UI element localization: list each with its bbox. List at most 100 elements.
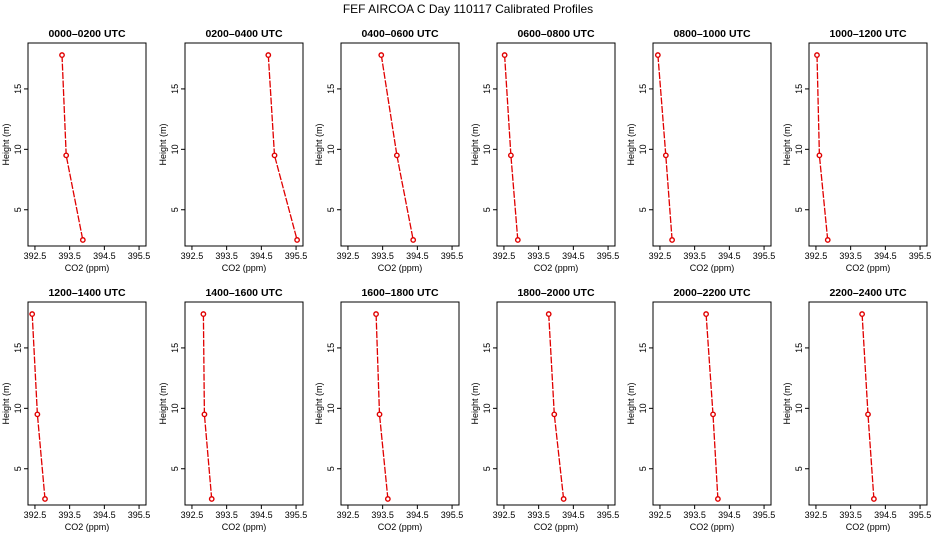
panel-1-panel-title: 0000–0200 UTC bbox=[48, 28, 125, 40]
panel-4-panel-title: 0600–0800 UTC bbox=[517, 28, 594, 40]
panel-6-profile-point bbox=[814, 52, 820, 58]
panel-1-y-tick-label: 5 bbox=[13, 207, 23, 212]
panel-9-x-tick-label: 395.5 bbox=[441, 510, 464, 520]
panel-6-x-tick-label: 392.5 bbox=[805, 251, 828, 261]
panel-5-x-axis-label: CO2 (ppm) bbox=[690, 263, 735, 273]
panel-1-x-axis-label: CO2 (ppm) bbox=[65, 263, 110, 273]
panel-8-y-tick-label: 15 bbox=[170, 343, 180, 353]
panel-2-x-tick-label: 394.5 bbox=[250, 251, 273, 261]
panel-8-y-axis-label: Height (m) bbox=[158, 382, 168, 424]
panel-11-plot-frame bbox=[652, 301, 772, 506]
panel-1-x-tick-label: 393.5 bbox=[58, 251, 81, 261]
panel-1-y-axis-label: Height (m) bbox=[1, 123, 11, 165]
panel-12-plot-frame bbox=[808, 301, 928, 506]
panel-3-profile-point bbox=[378, 52, 385, 58]
panel-1-profile-line bbox=[61, 55, 84, 241]
panel-4-y-tick-label: 5 bbox=[482, 207, 492, 212]
panel-9-profile-point bbox=[384, 496, 391, 502]
panel-4-x-tick-label: 393.5 bbox=[527, 251, 550, 261]
panel-5-y-tick-label: 5 bbox=[638, 207, 648, 212]
panel-12-profile-line bbox=[861, 314, 875, 500]
panel-10-y-tick-label: 15 bbox=[482, 343, 492, 353]
panel-11-y-tick-label: 5 bbox=[638, 466, 648, 471]
panel-2-y-tick-label: 5 bbox=[170, 207, 180, 212]
panel-12-panel-title: 2200–2400 UTC bbox=[829, 287, 906, 299]
panel-7-y-axis-label: Height (m) bbox=[1, 382, 11, 424]
panel-9-profile-line bbox=[375, 314, 389, 500]
panel-11-y-tick-label: 10 bbox=[638, 403, 648, 413]
panel-7-profile-point bbox=[29, 311, 36, 317]
panel-2-profile-point bbox=[294, 237, 300, 243]
panel-5-panel-title: 0800–1000 UTC bbox=[673, 28, 750, 40]
panel-11-panel-title: 2000–2200 UTC bbox=[673, 287, 750, 299]
panel-7-panel-title: 1200–1400 UTC bbox=[48, 287, 125, 299]
panel-8-y-tick-label: 5 bbox=[170, 466, 180, 471]
panel-4-y-tick-label: 10 bbox=[482, 144, 492, 154]
panel-7-x-tick-label: 395.5 bbox=[128, 510, 151, 520]
panel-1-profile-point bbox=[79, 237, 86, 243]
panel-6-x-tick-label: 393.5 bbox=[839, 251, 862, 261]
panel-5-y-tick-label: 15 bbox=[638, 84, 648, 94]
panel-8-profile-line bbox=[202, 314, 213, 500]
panel-2-plot-frame bbox=[184, 42, 304, 247]
panel-12-profile-point bbox=[859, 311, 865, 317]
panel-6-x-tick-label: 395.5 bbox=[909, 251, 932, 261]
panel-5-y-axis-label: Height (m) bbox=[626, 123, 636, 165]
panel-9-x-tick-label: 393.5 bbox=[371, 510, 394, 520]
panel-1-x-tick-label: 394.5 bbox=[93, 251, 116, 261]
panel-1-profile-point bbox=[59, 52, 65, 58]
panel-5-x-tick-label: 393.5 bbox=[683, 251, 706, 261]
panel-5-x-tick-label: 394.5 bbox=[718, 251, 741, 261]
panel-11-profile-line bbox=[705, 314, 719, 500]
panel-4-profile-line bbox=[503, 55, 519, 241]
panel-10-y-axis-label: Height (m) bbox=[470, 382, 480, 424]
panel-8-x-tick-label: 394.5 bbox=[250, 510, 273, 520]
panel-3-x-tick-label: 394.5 bbox=[406, 251, 429, 261]
panel-4-x-tick-label: 395.5 bbox=[597, 251, 620, 261]
panel-7-x-axis-label: CO2 (ppm) bbox=[65, 522, 110, 532]
panel-12-profile-point bbox=[871, 496, 877, 502]
panel-12-y-tick-label: 10 bbox=[794, 403, 804, 413]
panel-2-x-tick-label: 393.5 bbox=[215, 251, 238, 261]
panel-4-plot-frame bbox=[496, 42, 616, 247]
panel-6-profile-line bbox=[816, 55, 829, 241]
panel-10-profile-point bbox=[545, 311, 552, 317]
panel-2-x-tick-label: 395.5 bbox=[285, 251, 308, 261]
panel-8-x-tick-label: 392.5 bbox=[181, 510, 204, 520]
panel-6-plot-frame bbox=[808, 42, 928, 247]
panel-8-x-tick-label: 395.5 bbox=[285, 510, 308, 520]
panel-4-x-tick-label: 392.5 bbox=[493, 251, 516, 261]
panel-6-y-tick-label: 5 bbox=[794, 207, 804, 212]
panel-12-y-tick-label: 5 bbox=[794, 466, 804, 471]
panel-1-y-tick-label: 15 bbox=[13, 84, 23, 94]
panel-9-y-tick-label: 15 bbox=[326, 343, 336, 353]
panel-7-profile-point bbox=[42, 496, 48, 502]
panel-4-profile-point bbox=[514, 237, 521, 243]
panel-6-y-tick-label: 10 bbox=[794, 144, 804, 154]
panel-5-profile-point bbox=[669, 237, 675, 243]
panel-11-x-tick-label: 395.5 bbox=[753, 510, 776, 520]
panel-2-y-axis-label: Height (m) bbox=[158, 123, 168, 165]
panel-6-y-axis-label: Height (m) bbox=[782, 123, 792, 165]
panel-7-y-tick-label: 15 bbox=[13, 343, 23, 353]
panel-10-y-tick-label: 10 bbox=[482, 403, 492, 413]
panel-4-y-tick-label: 15 bbox=[482, 84, 492, 94]
panel-2-profile-line bbox=[267, 55, 298, 241]
panel-11-profile-point bbox=[710, 411, 716, 418]
panel-7-plot-frame bbox=[27, 301, 147, 506]
panel-3-y-tick-label: 5 bbox=[326, 207, 336, 212]
panel-12-x-axis-label: CO2 (ppm) bbox=[846, 522, 891, 532]
panel-2-x-tick-label: 392.5 bbox=[181, 251, 204, 261]
panel-6-panel-title: 1000–1200 UTC bbox=[829, 28, 906, 40]
panel-8-x-tick-label: 393.5 bbox=[215, 510, 238, 520]
panel-3-x-axis-label: CO2 (ppm) bbox=[378, 263, 423, 273]
panel-8-profile-point bbox=[208, 496, 215, 502]
panel-9-x-tick-label: 394.5 bbox=[406, 510, 429, 520]
panel-6-profile-point bbox=[816, 152, 823, 159]
panel-8-x-axis-label: CO2 (ppm) bbox=[222, 522, 267, 532]
panel-2-profile-point bbox=[271, 152, 278, 159]
panel-7-y-tick-label: 10 bbox=[13, 403, 23, 413]
panel-3-x-tick-label: 395.5 bbox=[441, 251, 464, 261]
panel-12-y-axis-label: Height (m) bbox=[782, 382, 792, 424]
panel-12-x-tick-label: 393.5 bbox=[839, 510, 862, 520]
